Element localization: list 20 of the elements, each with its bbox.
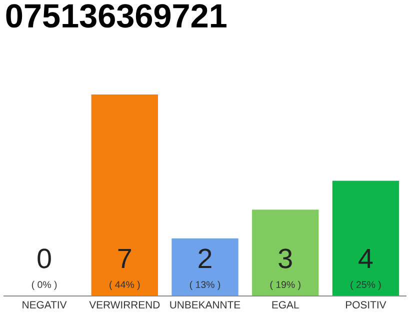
data-label: 4 <box>358 248 373 268</box>
x-tick-label: VERWIRREND <box>89 301 160 308</box>
data-label: 2 <box>198 248 212 268</box>
bar <box>91 94 158 296</box>
annotation: ( 19% ) <box>270 280 300 290</box>
annotation: ( 25% ) <box>350 280 381 290</box>
annotation: ( 0% ) <box>32 280 57 290</box>
bar <box>252 210 319 296</box>
x-tick-label: NEGATIV <box>22 301 67 309</box>
data-label: 0 <box>38 248 51 268</box>
x-tick-label: POSITIV <box>346 301 386 309</box>
bar <box>332 180 400 296</box>
data-label: 3 <box>278 248 292 268</box>
annotation: ( 13% ) <box>190 280 220 290</box>
annotation: ( 44% ) <box>110 280 140 290</box>
chart-title: 075136369721 <box>6 4 226 28</box>
x-tick-label: UNBEKANNTE <box>170 301 240 309</box>
x-tick-label: EGAL <box>272 301 299 309</box>
bar <box>172 238 238 296</box>
data-label: 7 <box>118 248 131 268</box>
